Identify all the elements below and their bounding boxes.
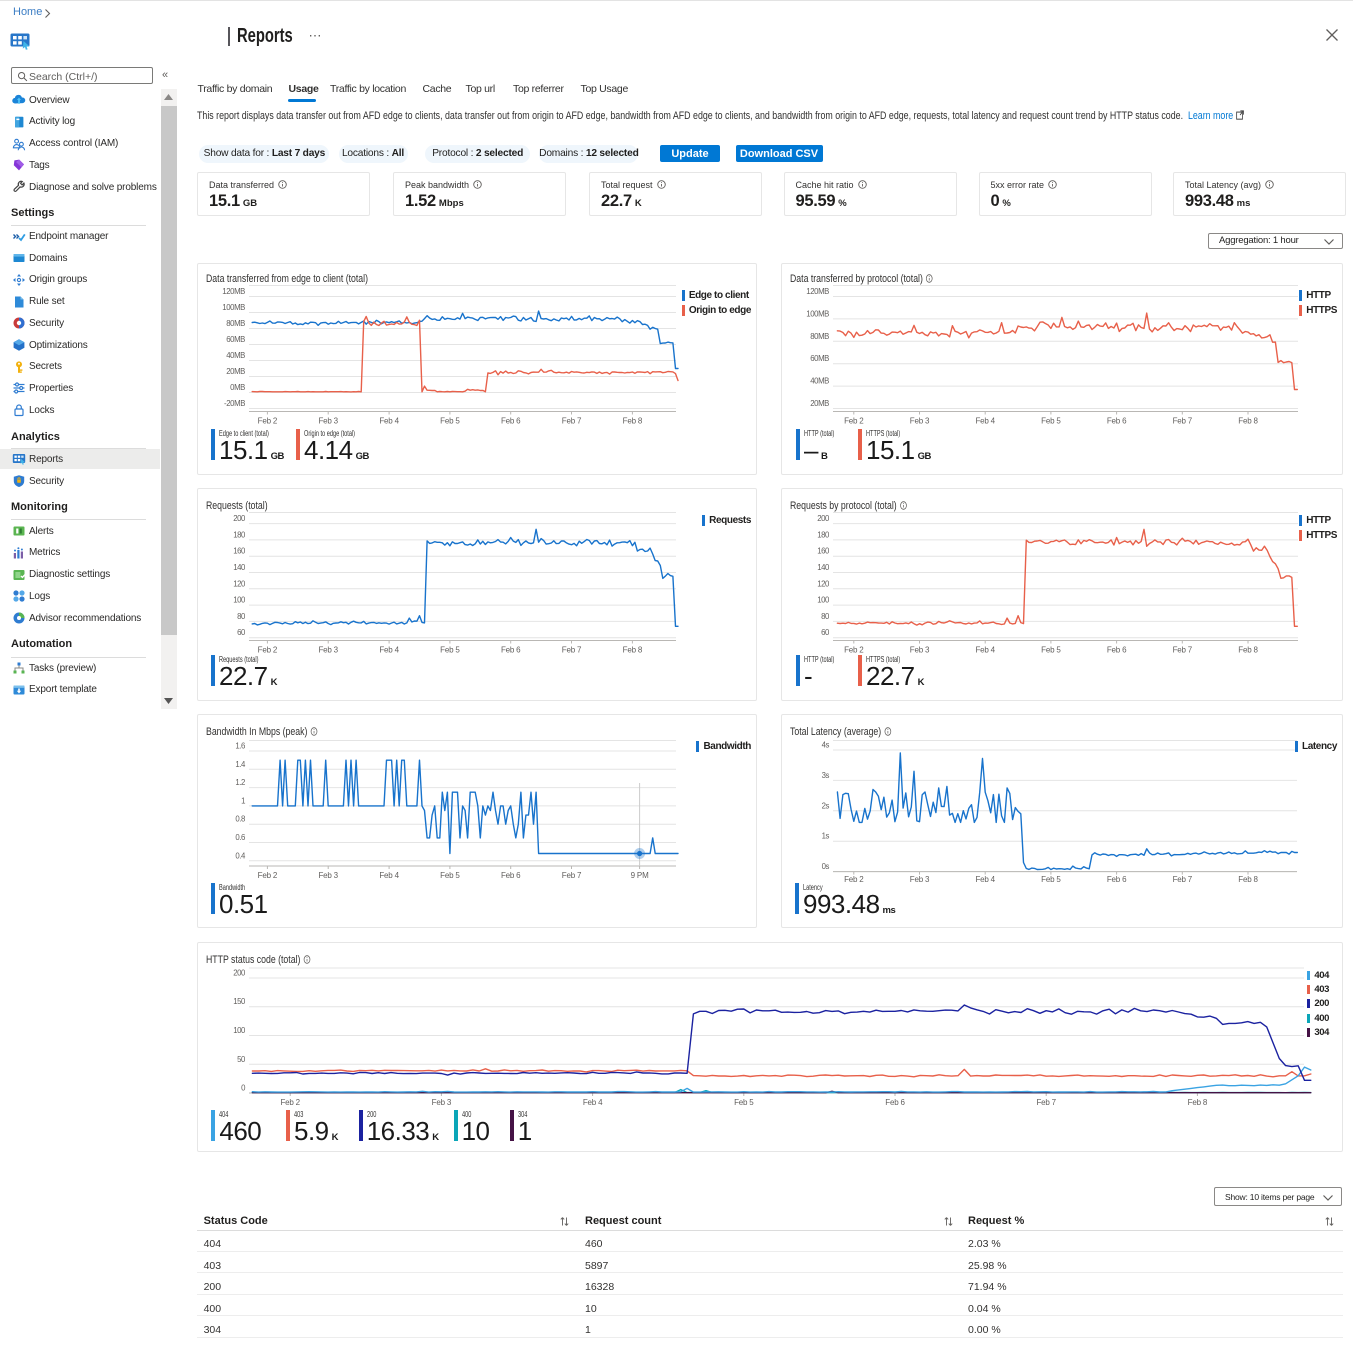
svg-text:80MB: 80MB (226, 319, 245, 328)
svg-text:Feb 7: Feb 7 (1173, 646, 1193, 655)
svg-text:Feb 7: Feb 7 (562, 871, 582, 880)
svg-text:Feb 6: Feb 6 (501, 417, 521, 426)
svg-text:1.4: 1.4 (235, 760, 246, 769)
svg-text:Feb 2: Feb 2 (844, 875, 864, 884)
svg-text:9 PM: 9 PM (631, 871, 649, 880)
svg-text:-20MB: -20MB (224, 399, 245, 408)
svg-text:Feb 6: Feb 6 (1107, 417, 1127, 426)
svg-text:Feb 7: Feb 7 (562, 417, 582, 426)
svg-text:Feb 8: Feb 8 (1188, 1098, 1208, 1107)
svg-text:2s: 2s (822, 801, 830, 810)
svg-text:Feb 4: Feb 4 (379, 646, 399, 655)
svg-text:140: 140 (233, 563, 246, 572)
svg-text:20MB: 20MB (810, 399, 829, 408)
svg-text:120MB: 120MB (222, 287, 245, 296)
svg-text:Feb 3: Feb 3 (318, 417, 338, 426)
svg-text:Feb 7: Feb 7 (1173, 417, 1193, 426)
svg-text:60: 60 (237, 628, 246, 637)
svg-text:4s: 4s (822, 741, 830, 750)
svg-text:160: 160 (817, 547, 830, 556)
svg-text:Feb 4: Feb 4 (379, 417, 399, 426)
svg-text:Feb 6: Feb 6 (501, 646, 521, 655)
svg-text:Feb 7: Feb 7 (562, 646, 582, 655)
svg-text:Feb 3: Feb 3 (318, 646, 338, 655)
svg-text:60MB: 60MB (226, 335, 245, 344)
svg-text:80MB: 80MB (810, 332, 829, 341)
svg-text:Feb 5: Feb 5 (1041, 646, 1061, 655)
svg-text:100: 100 (233, 1026, 246, 1035)
svg-text:Feb 5: Feb 5 (1041, 417, 1061, 426)
svg-text:160: 160 (233, 547, 246, 556)
svg-text:Feb 3: Feb 3 (910, 646, 930, 655)
svg-text:0.6: 0.6 (235, 833, 245, 842)
svg-text:80: 80 (237, 612, 246, 621)
svg-text:120: 120 (233, 579, 246, 588)
svg-text:120MB: 120MB (806, 287, 829, 296)
svg-text:Feb 7: Feb 7 (1173, 875, 1193, 884)
svg-text:0.8: 0.8 (235, 815, 245, 824)
svg-text:Feb 4: Feb 4 (975, 417, 995, 426)
svg-text:Feb 2: Feb 2 (280, 1098, 300, 1107)
svg-text:0.4: 0.4 (235, 851, 246, 860)
svg-text:Feb 5: Feb 5 (440, 871, 460, 880)
svg-text:Feb 3: Feb 3 (318, 871, 338, 880)
svg-text:Feb 8: Feb 8 (623, 646, 643, 655)
svg-text:Feb 6: Feb 6 (1107, 646, 1127, 655)
svg-text:0: 0 (241, 1084, 246, 1093)
svg-text:Feb 6: Feb 6 (501, 871, 521, 880)
svg-text:0s: 0s (822, 862, 830, 871)
svg-text:180: 180 (817, 530, 830, 539)
svg-text:Feb 8: Feb 8 (1238, 646, 1258, 655)
svg-text:Feb 5: Feb 5 (1041, 875, 1061, 884)
svg-text:40MB: 40MB (810, 377, 829, 386)
svg-text:Feb 8: Feb 8 (1238, 875, 1258, 884)
svg-text:1.2: 1.2 (235, 778, 245, 787)
svg-text:Feb 7: Feb 7 (1036, 1098, 1056, 1107)
svg-text:100: 100 (817, 596, 830, 605)
svg-text:Feb 2: Feb 2 (258, 646, 278, 655)
svg-text:Feb 3: Feb 3 (432, 1098, 452, 1107)
svg-text:100: 100 (233, 596, 246, 605)
svg-text:50: 50 (237, 1055, 246, 1064)
svg-text:180: 180 (233, 530, 246, 539)
svg-text:Feb 8: Feb 8 (1238, 417, 1258, 426)
svg-text:1: 1 (241, 796, 245, 805)
svg-text:80: 80 (821, 612, 830, 621)
svg-text:Feb 3: Feb 3 (910, 417, 930, 426)
svg-text:3s: 3s (822, 771, 830, 780)
svg-text:Feb 2: Feb 2 (844, 417, 864, 426)
svg-text:Feb 5: Feb 5 (440, 417, 460, 426)
svg-text:0MB: 0MB (230, 383, 245, 392)
svg-text:Feb 4: Feb 4 (975, 875, 995, 884)
svg-text:Feb 2: Feb 2 (258, 871, 278, 880)
svg-text:Feb 5: Feb 5 (734, 1098, 754, 1107)
svg-text:150: 150 (233, 997, 246, 1006)
svg-text:Feb 4: Feb 4 (975, 646, 995, 655)
svg-text:1s: 1s (822, 832, 830, 841)
svg-text:60MB: 60MB (810, 354, 829, 363)
svg-text:200: 200 (817, 514, 830, 523)
svg-text:Feb 5: Feb 5 (440, 646, 460, 655)
svg-text:100MB: 100MB (806, 309, 829, 318)
svg-text:Feb 2: Feb 2 (844, 646, 864, 655)
svg-text:1.6: 1.6 (235, 742, 245, 751)
svg-text:Feb 2: Feb 2 (258, 417, 278, 426)
svg-text:100MB: 100MB (222, 303, 245, 312)
svg-text:60: 60 (821, 628, 830, 637)
svg-text:Feb 3: Feb 3 (910, 875, 930, 884)
svg-text:Feb 8: Feb 8 (623, 417, 643, 426)
svg-text:140: 140 (817, 563, 830, 572)
svg-text:Feb 4: Feb 4 (583, 1098, 603, 1107)
svg-text:20MB: 20MB (226, 367, 245, 376)
svg-text:Feb 4: Feb 4 (379, 871, 399, 880)
svg-text:120: 120 (817, 579, 830, 588)
svg-text:Feb 6: Feb 6 (1107, 875, 1127, 884)
svg-text:200: 200 (233, 969, 246, 978)
svg-text:Feb 6: Feb 6 (885, 1098, 905, 1107)
svg-text:40MB: 40MB (226, 351, 245, 360)
svg-text:200: 200 (233, 514, 246, 523)
